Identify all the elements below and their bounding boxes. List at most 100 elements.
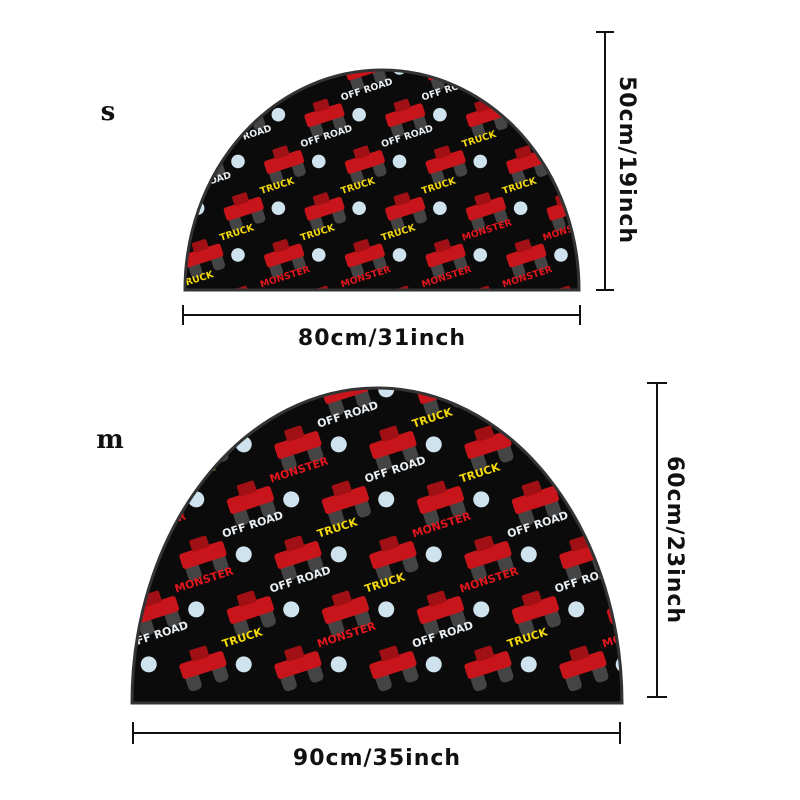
truck-body xyxy=(344,150,385,174)
truck-cab xyxy=(616,590,622,607)
pattern-word: OFF ROAD xyxy=(501,76,556,103)
splash xyxy=(425,546,442,563)
truck-cab xyxy=(426,480,447,497)
truck-body xyxy=(511,388,560,404)
pattern-word: OFF ROAD xyxy=(541,30,596,57)
tire xyxy=(551,121,566,138)
tire xyxy=(89,561,108,582)
truck-body xyxy=(185,70,224,81)
pattern-word: OFF ROAD xyxy=(601,399,665,431)
truck-cab xyxy=(191,239,209,253)
splash xyxy=(330,546,347,563)
truck-cab xyxy=(272,52,290,66)
truck-cab xyxy=(474,645,495,662)
splash xyxy=(311,248,326,262)
truck-cab xyxy=(616,370,637,387)
truck-cab xyxy=(393,98,411,113)
tire xyxy=(613,507,622,527)
truck-body xyxy=(385,103,426,128)
tire xyxy=(147,120,163,138)
splash xyxy=(140,656,157,673)
pattern-word: TRUCK xyxy=(553,350,597,375)
truck-body xyxy=(606,486,622,514)
truck-cab xyxy=(236,480,257,497)
truck-body xyxy=(506,70,547,81)
truck-body xyxy=(142,290,183,315)
tire xyxy=(574,207,579,224)
splash xyxy=(633,59,650,76)
tire xyxy=(638,387,657,408)
truck-body xyxy=(369,651,417,679)
pattern-word: MONSTER xyxy=(218,30,271,57)
truck-cab xyxy=(616,480,622,497)
truck-cab xyxy=(474,535,495,552)
splash xyxy=(330,656,347,673)
truck-body xyxy=(425,243,466,268)
truck-motif: MONSTER xyxy=(606,344,710,417)
truck-body xyxy=(586,243,627,268)
truck-body xyxy=(559,431,607,459)
tire xyxy=(511,74,526,91)
tire xyxy=(132,553,134,573)
truck-body xyxy=(264,70,305,81)
truck-cab xyxy=(189,645,210,662)
truck-cab xyxy=(284,425,305,442)
pattern-word: OFF ROAD xyxy=(173,344,237,376)
splash xyxy=(352,201,366,216)
splash xyxy=(235,546,252,563)
splash xyxy=(512,293,529,310)
tire xyxy=(269,74,284,91)
tire xyxy=(259,388,276,408)
truck-motif: MONSTER xyxy=(147,77,231,138)
tire xyxy=(138,507,155,527)
truck-motif: MONSTER xyxy=(369,509,473,582)
truck-cab xyxy=(141,370,162,387)
truck-motif: TRUCK xyxy=(511,350,597,417)
truck-motif: TRUCK xyxy=(132,405,169,463)
splash xyxy=(425,656,442,673)
tire xyxy=(389,307,405,325)
truck-body xyxy=(606,388,622,404)
truck-body xyxy=(321,596,370,624)
truck-body xyxy=(274,651,322,679)
truck-cab xyxy=(521,480,542,497)
splash xyxy=(352,107,366,122)
tire xyxy=(188,74,203,91)
splash xyxy=(188,388,205,398)
truck-body xyxy=(226,596,275,624)
splash xyxy=(520,546,537,563)
truck-cab xyxy=(595,145,613,159)
splash xyxy=(554,154,568,169)
truck-cab xyxy=(379,425,400,442)
tire xyxy=(233,397,250,417)
truck-body xyxy=(385,290,426,315)
splash xyxy=(633,246,650,263)
tire xyxy=(89,671,108,692)
splash xyxy=(473,154,488,169)
rug-medium: OFF ROAD TRUCK MONSTER OFF ROAD TRUCK MONSTER… xyxy=(89,344,710,703)
truck-cab xyxy=(569,535,590,552)
truck-cab xyxy=(595,239,613,253)
truck-body xyxy=(546,290,587,315)
pattern-word: MONSTER xyxy=(648,344,710,375)
truck-cab xyxy=(434,52,452,66)
truck-motif: OFF ROAD xyxy=(606,480,622,527)
pattern-word: OFF ROAD xyxy=(461,30,516,57)
truck-motif: OFF ROAD xyxy=(416,388,490,417)
splash xyxy=(473,601,490,618)
pattern-word: TRUCK xyxy=(601,515,645,540)
splash xyxy=(554,70,568,75)
pattern-word: MONSTER xyxy=(380,30,433,57)
truck-body xyxy=(223,196,264,221)
splash xyxy=(231,248,245,262)
tire xyxy=(574,114,579,131)
truck-cab xyxy=(272,239,290,253)
truck-motif: MONSTER xyxy=(185,30,271,91)
splash xyxy=(378,601,395,618)
truck-cab xyxy=(521,370,542,387)
tire xyxy=(470,307,486,325)
tire xyxy=(534,70,548,84)
truck-cab xyxy=(284,535,305,552)
truck-cab xyxy=(379,535,400,552)
splash xyxy=(231,154,245,169)
